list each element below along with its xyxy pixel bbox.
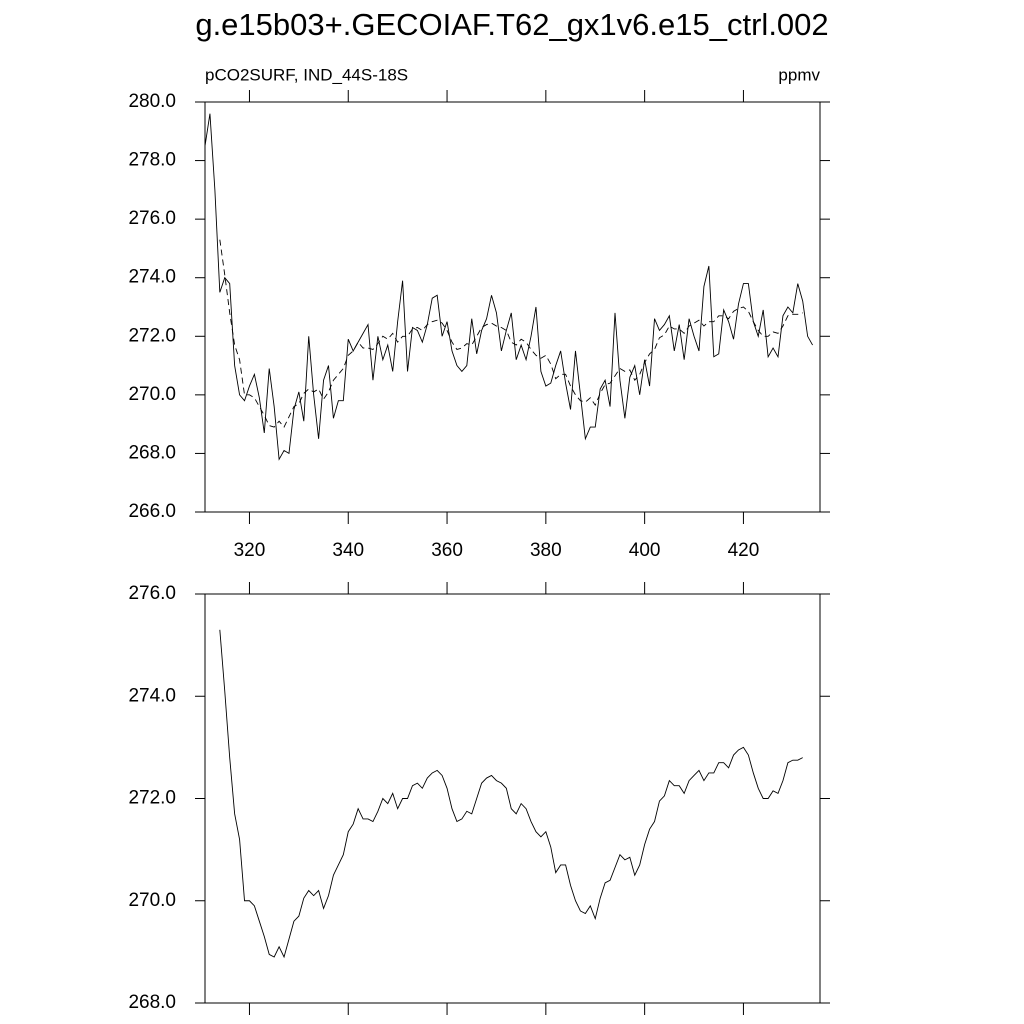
data-line (204, 113, 813, 461)
subtitle-left: pCO2SURF, IND_44S-18S (205, 65, 408, 84)
y-tick-label: 268.0 (128, 992, 176, 1013)
y-tick-label: 270.0 (128, 890, 176, 911)
y-tick-label: 276.0 (128, 208, 176, 229)
y-tick-label: 274.0 (128, 685, 176, 706)
data-line (219, 239, 803, 428)
chart-title: g.e15b03+.GECOIAF.T62_gx1v6.e15_ctrl.002 (195, 7, 828, 42)
y-tick-label: 270.0 (128, 384, 176, 405)
x-tick-label: 420 (728, 540, 760, 561)
x-tick-label: 340 (332, 540, 364, 561)
x-tick-label: 320 (234, 540, 266, 561)
x-tick-label: 360 (431, 540, 463, 561)
y-tick-label: 266.0 (128, 501, 176, 522)
plot-frame (204, 593, 821, 1004)
subtitle-right: ppmv (778, 65, 820, 84)
y-tick-label: 280.0 (128, 91, 176, 112)
y-tick-label: 272.0 (128, 788, 176, 809)
x-tick-label: 380 (530, 540, 562, 561)
y-tick-label: 268.0 (128, 442, 176, 463)
plot-frame (204, 101, 821, 513)
y-tick-label: 276.0 (128, 583, 176, 604)
y-tick-label: 278.0 (128, 150, 176, 171)
y-tick-label: 274.0 (128, 267, 176, 288)
x-tick-label: 400 (629, 540, 661, 561)
y-tick-label: 272.0 (128, 325, 176, 346)
data-line (219, 629, 803, 959)
